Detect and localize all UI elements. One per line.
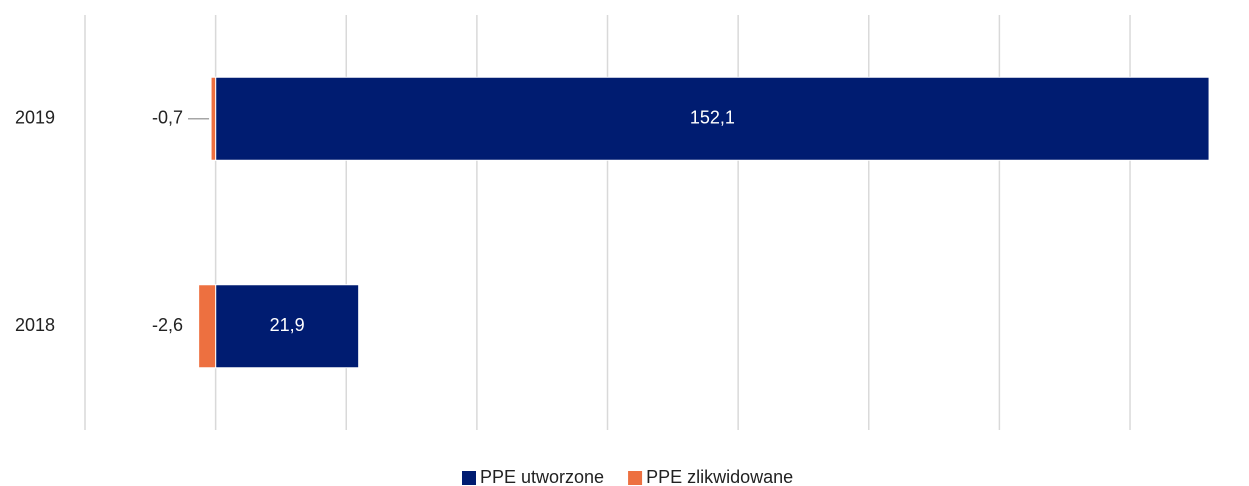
y-tick-label: 2019: [15, 108, 55, 128]
bar: [215, 76, 1210, 161]
data-label: 152,1: [690, 108, 735, 128]
bar: [210, 76, 217, 161]
bar: [198, 284, 217, 369]
legend-label: PPE utworzone: [480, 467, 604, 486]
y-tick-label: 2018: [15, 315, 55, 335]
data-label: 21,9: [270, 315, 305, 335]
legend-label: PPE zlikwidowane: [646, 467, 793, 486]
legend-swatch: [462, 471, 476, 485]
data-label: -2,6: [152, 315, 183, 335]
legend-swatch: [628, 471, 643, 485]
data-label: -0,7: [152, 108, 183, 128]
